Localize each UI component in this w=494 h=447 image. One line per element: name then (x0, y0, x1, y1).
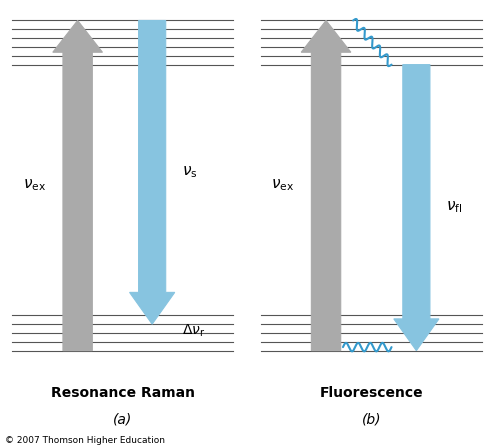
Text: © 2007 Thomson Higher Education: © 2007 Thomson Higher Education (5, 436, 165, 445)
FancyArrow shape (53, 21, 102, 350)
Text: (a): (a) (113, 413, 132, 426)
FancyArrow shape (394, 65, 439, 350)
FancyArrow shape (301, 21, 351, 350)
Text: $\nu_{\rm ex}$: $\nu_{\rm ex}$ (23, 178, 46, 194)
Text: $\nu_{\rm s}$: $\nu_{\rm s}$ (181, 164, 197, 180)
Text: (b): (b) (362, 413, 381, 426)
Text: $\Delta\nu_{\rm r}$: $\Delta\nu_{\rm r}$ (181, 323, 205, 339)
Text: Resonance Raman: Resonance Raman (51, 386, 195, 400)
Text: $\nu_{\rm fl}$: $\nu_{\rm fl}$ (446, 200, 462, 215)
Text: Fluorescence: Fluorescence (320, 386, 423, 400)
Text: $\nu_{\rm ex}$: $\nu_{\rm ex}$ (271, 178, 294, 194)
FancyArrow shape (129, 21, 175, 324)
